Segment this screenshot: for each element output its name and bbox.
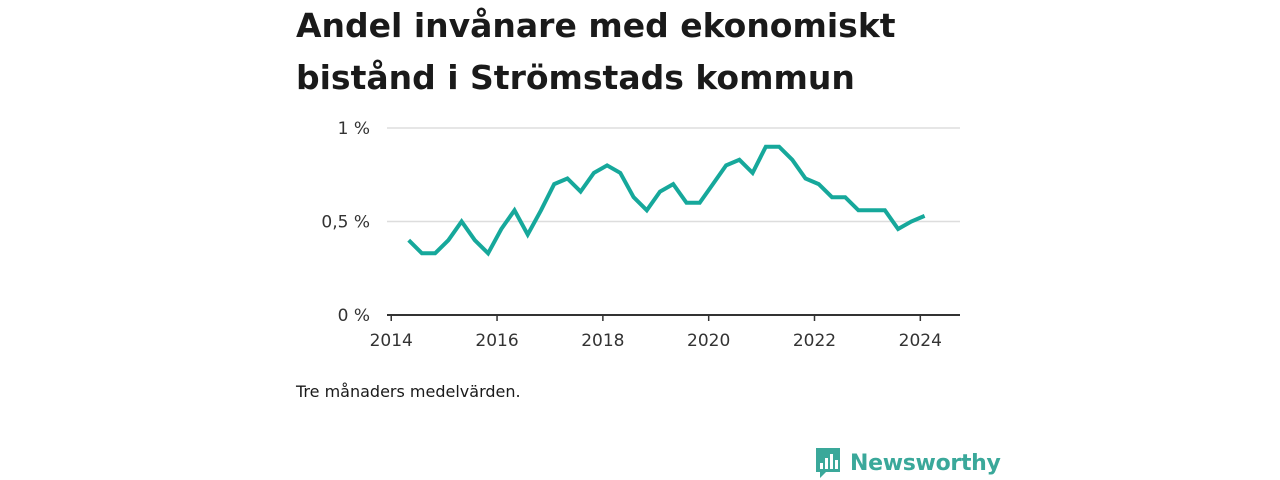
chart-title: Andel invånare med ekonomiskt bistånd i … xyxy=(296,0,996,104)
y-tick-label: 0,5 % xyxy=(321,213,370,233)
x-tick-label: 2018 xyxy=(581,331,624,351)
chart-title-line-1: Andel invånare med ekonomiskt xyxy=(296,6,896,45)
brand-logo: Newsworthy xyxy=(814,446,1001,480)
y-tick-label: 1 % xyxy=(338,119,370,139)
series-line xyxy=(407,144,926,257)
x-tick-label: 2014 xyxy=(370,331,413,351)
x-tick-label: 2024 xyxy=(899,331,942,351)
y-tick-label: 0 % xyxy=(338,306,370,326)
x-tick-label: 2022 xyxy=(793,331,836,351)
x-tick-label: 2020 xyxy=(687,331,730,351)
brand-name: Newsworthy xyxy=(850,450,1001,476)
chart-footnote: Tre månaders medelvärden. xyxy=(296,382,521,401)
x-tick-label: 2016 xyxy=(475,331,518,351)
chart-title-line-2: bistånd i Strömstads kommun xyxy=(296,58,855,97)
newsworthy-logo-icon xyxy=(816,448,840,478)
